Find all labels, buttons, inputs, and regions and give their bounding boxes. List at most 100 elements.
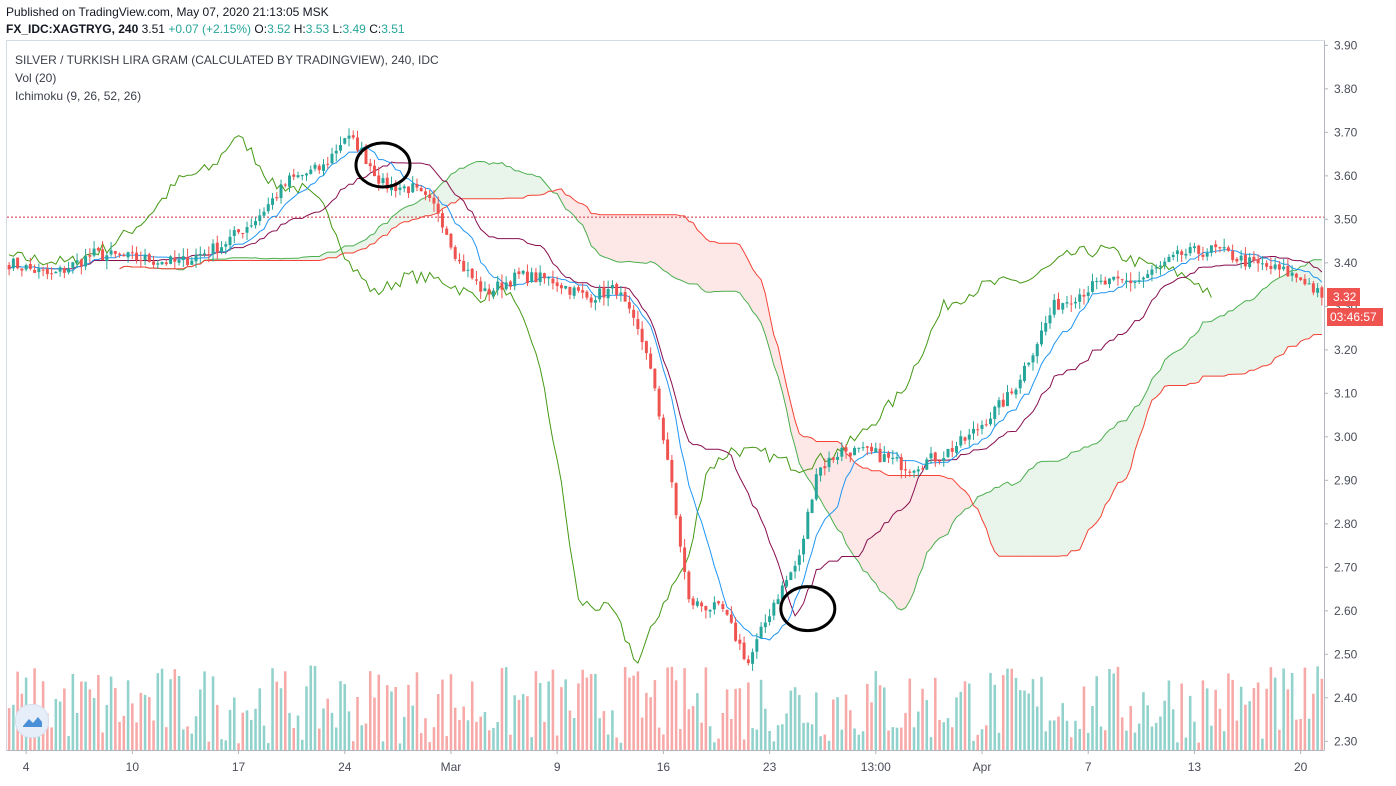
candle-body <box>343 138 347 144</box>
candle-body <box>143 255 147 260</box>
symbol-label[interactable]: FX_IDC:XAGTRYG, 240 <box>6 22 139 36</box>
volume-bar <box>37 735 41 750</box>
volume-bar <box>449 674 453 750</box>
candle-body <box>853 447 857 456</box>
cloud-segment <box>518 170 524 199</box>
candle-body <box>1192 246 1196 249</box>
cloud-segment <box>595 213 600 256</box>
cloud-segment <box>497 162 502 199</box>
close-label: C: <box>369 22 382 36</box>
candle-body <box>194 255 198 262</box>
tradingview-logo-icon[interactable] <box>15 704 49 738</box>
candle-body <box>368 163 372 167</box>
cloud-segment <box>1194 331 1199 384</box>
volume-bar <box>436 694 440 750</box>
volume-bar <box>12 704 15 750</box>
volume-bar <box>169 679 172 750</box>
price-badge-value: 3.32 <box>1333 290 1357 304</box>
cloud-segment <box>977 495 983 520</box>
cloud-segment <box>1313 259 1318 335</box>
legend-volume[interactable]: Vol (20) <box>15 71 57 85</box>
volume-bar <box>360 725 364 750</box>
candle-body <box>113 251 117 254</box>
candle-body <box>912 470 916 473</box>
time-axis[interactable]: 4 10 17 24 Mar 9 16 23 13:00 Apr 7 13 20 <box>7 750 1324 774</box>
cloud-segment <box>480 161 485 199</box>
volume-bar <box>233 697 236 750</box>
volume-bar <box>186 726 189 750</box>
candle-body <box>445 228 449 235</box>
candle-body <box>1035 344 1039 357</box>
volume-bar <box>543 721 546 750</box>
cloud-segment <box>1258 289 1263 369</box>
candle-body <box>938 460 941 462</box>
candle-body <box>946 449 950 457</box>
volume-bar <box>708 726 712 750</box>
volume-bar <box>199 689 202 750</box>
time-tick-label: 24 <box>338 760 352 774</box>
candle-body <box>266 204 270 212</box>
cloud-segment <box>310 256 316 261</box>
price-tick-label: 2.40 <box>1334 691 1358 705</box>
cloud-segment <box>1279 275 1284 356</box>
volume-bar <box>109 676 113 750</box>
candle-body <box>164 262 168 265</box>
price-tick-label: 3.60 <box>1334 169 1358 183</box>
volume-bar <box>279 688 283 750</box>
candle-body <box>220 247 224 252</box>
annotation-circle <box>354 141 412 189</box>
candle-body <box>330 153 334 164</box>
cloud-segment <box>884 473 889 598</box>
cloud-segment <box>901 475 906 611</box>
volume-bar <box>802 722 805 750</box>
volume-bar <box>419 733 423 750</box>
symbol-quote-bar: FX_IDC:XAGTRYG, 240 3.51 +0.07 (+2.15%) … <box>6 22 405 36</box>
volume-bar <box>165 727 168 750</box>
candle-body <box>1120 279 1124 281</box>
cloud-segment <box>1211 318 1216 377</box>
volume-bar <box>224 740 228 750</box>
annotation-circle <box>779 585 837 633</box>
legend-ichimoku[interactable]: Ichimoku (9, 26, 52, 26) <box>15 89 142 103</box>
volume-bar <box>1184 737 1188 750</box>
cloud-segment <box>603 214 609 259</box>
candle-body <box>1188 247 1192 254</box>
candle-body <box>101 249 105 260</box>
price-axis[interactable]: 3.903.803.703.603.503.403.303.203.103.00… <box>1324 38 1358 750</box>
candle-body <box>1061 303 1065 310</box>
volume-bar <box>504 667 508 750</box>
candle-body <box>950 448 954 452</box>
cloud-segment <box>1020 475 1025 557</box>
volume-bar <box>509 734 512 750</box>
cloud-segment <box>697 229 702 290</box>
volume-bar <box>1095 676 1098 750</box>
volume-bar <box>878 685 882 750</box>
candle-body <box>415 183 419 188</box>
volume-bar <box>254 708 257 750</box>
cloud-segment <box>565 194 570 212</box>
volume-bar <box>1320 678 1324 750</box>
volume-bar <box>908 678 912 750</box>
cloud-segment <box>230 257 235 261</box>
volume-bar <box>118 721 121 750</box>
candle-body <box>1243 254 1247 267</box>
candle-body <box>1099 280 1103 282</box>
cloud-segment <box>1100 434 1106 517</box>
cloud-segment <box>1088 444 1093 530</box>
cloud-segment <box>633 214 638 263</box>
last-price: 3.51 <box>141 22 165 36</box>
volume-bar <box>764 708 767 750</box>
volume-bar <box>267 743 270 750</box>
cloud-segment <box>523 172 528 199</box>
cloud-segment <box>897 475 902 611</box>
candle-body <box>1260 263 1264 265</box>
cloud-segment <box>722 243 728 292</box>
candle-body <box>186 257 190 266</box>
candle-body <box>483 288 487 292</box>
volume-bar <box>54 698 58 750</box>
candle-body <box>861 447 865 449</box>
candle-body <box>479 281 483 292</box>
candle-body <box>695 601 699 606</box>
candle-body <box>462 261 466 272</box>
